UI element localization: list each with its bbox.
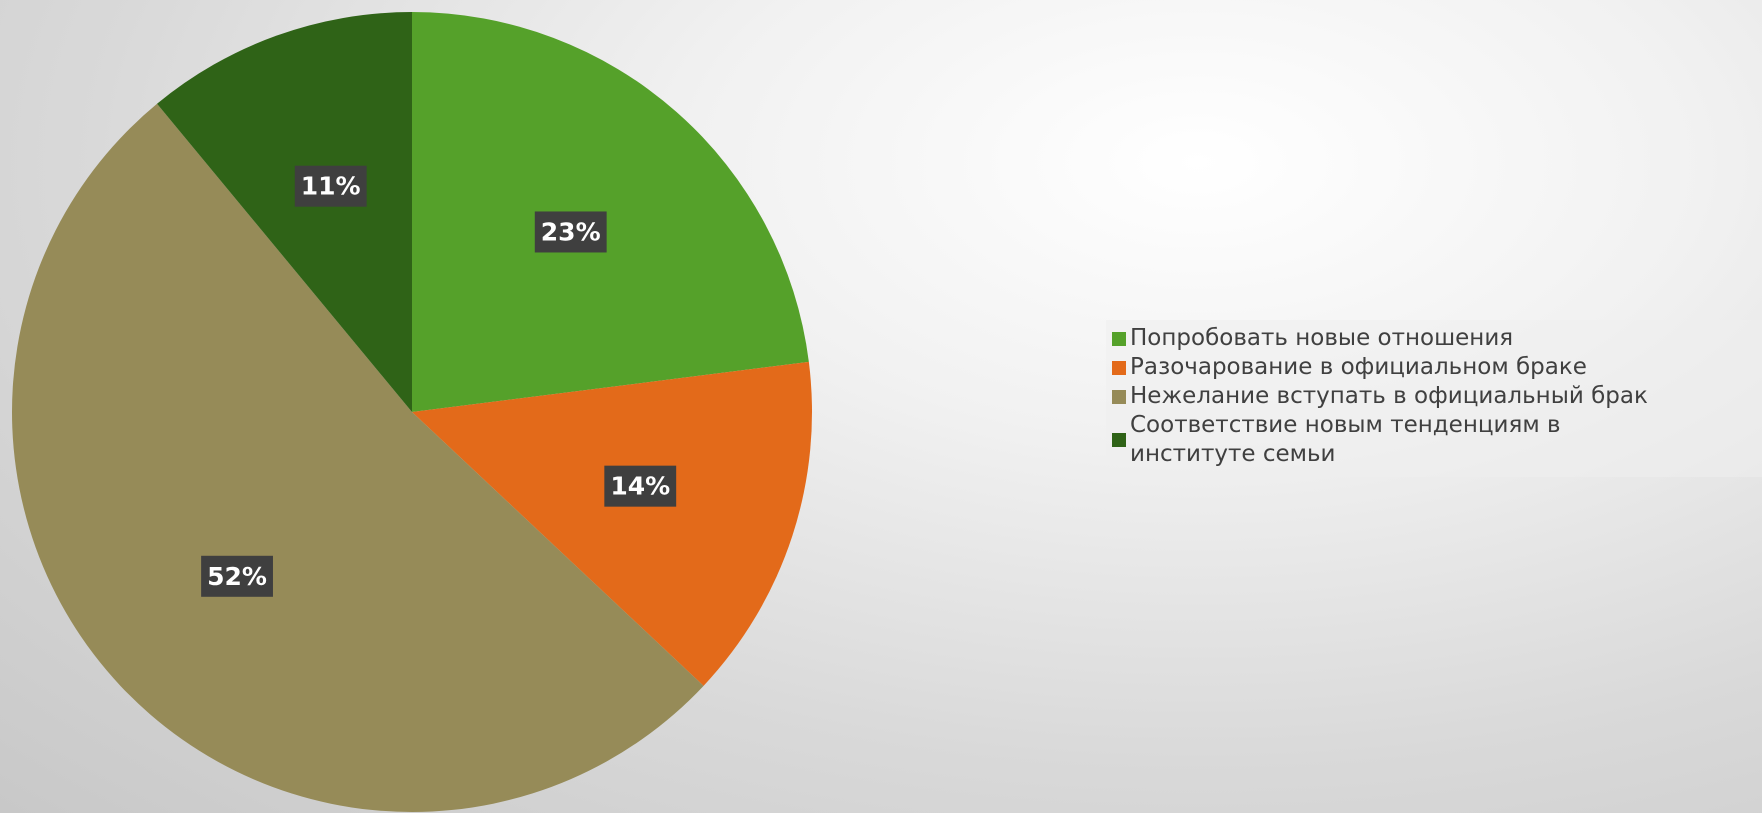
- legend-item-new-family-trends: Соответствие новым тенденциям в институт…: [1112, 411, 1762, 469]
- legend-swatch: [1112, 433, 1126, 447]
- data-label-background: [294, 165, 367, 207]
- data-label-background: [604, 465, 677, 507]
- legend-item-unwillingness-to-marry: Нежелание вступать в официальный брак: [1112, 382, 1762, 411]
- data-labels: 23% 14% 52% 11%: [201, 165, 677, 597]
- legend-label: Нежелание вступать в официальный брак: [1130, 383, 1648, 409]
- legend-item-disappointment-in-marriage: Разочарование в официальном браке: [1112, 353, 1762, 382]
- data-label-background: [201, 555, 273, 597]
- slice-unwillingness-to-marry: [11, 103, 704, 813]
- legend-swatch: [1112, 389, 1126, 404]
- legend: Попробовать новые отношения Разочаровани…: [1106, 320, 1762, 477]
- legend-label: Разочарование в официальном браке: [1130, 354, 1587, 380]
- legend-swatch: [1112, 331, 1126, 346]
- pie-slices: [11, 12, 812, 813]
- data-label: 23%: [541, 217, 601, 246]
- data-label-background: [534, 211, 607, 253]
- data-label: 14%: [610, 472, 670, 501]
- slice-disappointment-in-marriage: [412, 361, 812, 686]
- legend-label: Соответствие новым тенденциям в институт…: [1130, 412, 1561, 467]
- legend-swatch: [1112, 360, 1126, 375]
- data-label: 52%: [207, 562, 267, 591]
- legend-label: Попробовать новые отношения: [1130, 325, 1514, 351]
- slice-new-family-trends: [157, 12, 412, 412]
- legend-item-try-new-relationships: Попробовать новые отношения: [1112, 324, 1762, 353]
- slice-try-new-relationships: [412, 12, 809, 412]
- data-label: 11%: [301, 172, 361, 201]
